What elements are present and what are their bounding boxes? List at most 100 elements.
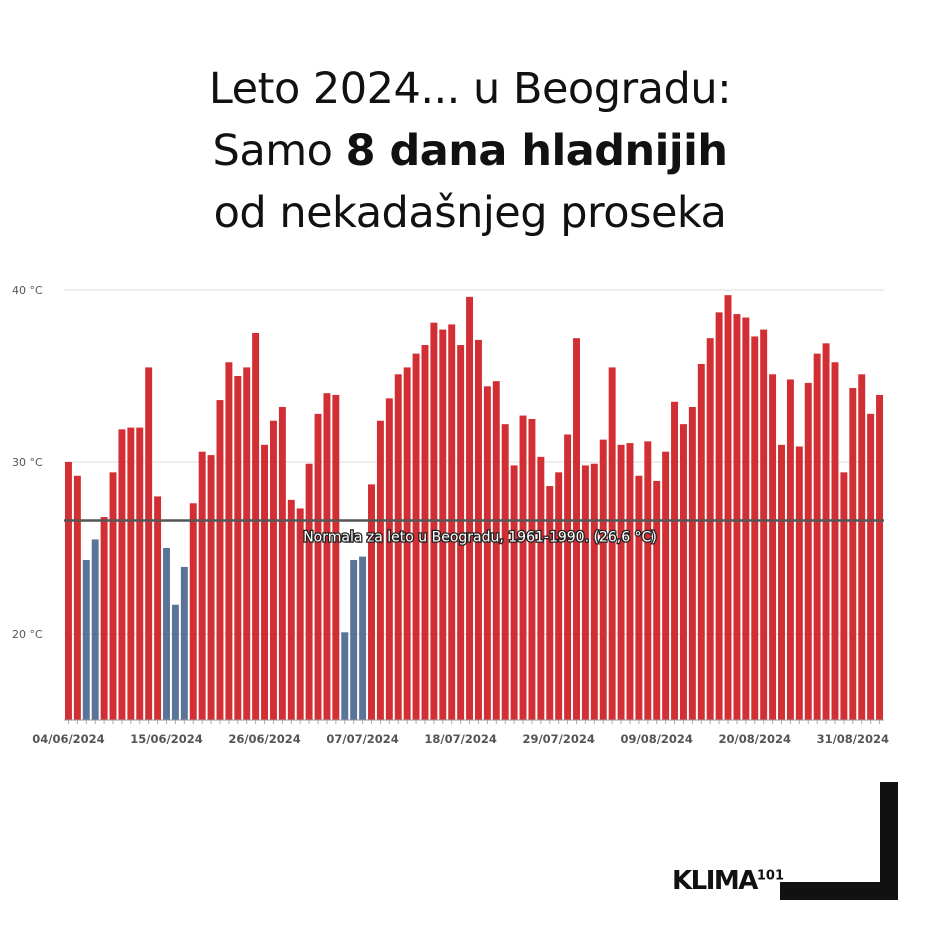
bar	[243, 367, 251, 720]
x-tick-label: 20/08/2024	[719, 732, 791, 746]
bar	[501, 424, 509, 720]
y-tick-label: 20 °C	[12, 628, 43, 641]
bar	[778, 444, 785, 720]
bar	[421, 345, 429, 720]
bar	[688, 406, 696, 720]
bar	[492, 381, 500, 720]
bar	[751, 336, 759, 720]
bar	[412, 353, 420, 720]
title-line-2: Samo 8 dana hladnijih	[0, 120, 940, 182]
x-tick-label: 04/06/2024	[32, 732, 104, 746]
temperature-bar-chart: 20 °C 30 °C 40 °C 04/06/2024 15/06/2024 26/06…	[12, 284, 889, 746]
y-tick-label: 30 °C	[12, 456, 43, 469]
bar	[269, 420, 277, 720]
bar	[287, 499, 295, 720]
brand-logo: KLIMA101	[672, 866, 784, 896]
bar	[207, 455, 215, 720]
bar	[581, 465, 589, 720]
bar	[234, 376, 242, 720]
bar	[537, 456, 545, 720]
bar	[786, 379, 794, 720]
bar	[626, 443, 634, 720]
bar	[350, 560, 358, 720]
x-tick-label: 09/08/2024	[621, 732, 693, 746]
chart-title: Leto 2024... u Beogradu: Samo 8 dana hla…	[0, 58, 940, 244]
brand-name: KLIMA	[672, 866, 758, 896]
bar	[332, 394, 340, 720]
bar	[385, 398, 393, 720]
bar	[368, 484, 375, 720]
bar	[653, 480, 661, 720]
title-line-3: od nekadašnjeg proseka	[213, 188, 727, 238]
bar	[127, 427, 135, 720]
corner-bracket-vertical	[880, 782, 898, 900]
bar	[599, 439, 607, 720]
x-tick-label: 15/06/2024	[130, 732, 202, 746]
bar	[617, 444, 625, 720]
bar	[510, 465, 518, 720]
bar	[483, 386, 491, 720]
bar	[261, 444, 269, 720]
bar	[555, 472, 563, 720]
x-tick-label: 07/07/2024	[326, 732, 398, 746]
bar	[679, 424, 687, 720]
bar	[171, 604, 179, 720]
bar	[564, 434, 572, 720]
bar	[662, 451, 670, 720]
bar	[804, 382, 812, 720]
x-tick-label: 18/07/2024	[424, 732, 496, 746]
bar	[448, 324, 456, 720]
bar	[198, 451, 206, 720]
bar	[795, 446, 803, 720]
bar	[466, 296, 474, 720]
bar	[644, 441, 652, 720]
x-tick-label: 31/08/2024	[817, 732, 889, 746]
bar	[278, 406, 286, 720]
bar	[296, 508, 304, 720]
bar	[546, 486, 554, 720]
bar	[840, 472, 848, 720]
bar	[403, 367, 411, 720]
title-line-1: Leto 2024... u Beogradu:	[208, 64, 732, 114]
bar	[822, 343, 830, 720]
bar	[706, 338, 714, 720]
bar	[118, 429, 126, 720]
bar	[608, 367, 616, 720]
bar	[697, 363, 705, 720]
bar	[73, 475, 81, 720]
bar	[760, 329, 768, 720]
bar	[359, 556, 367, 720]
y-tick-label: 40 °C	[12, 284, 43, 297]
bar	[180, 566, 188, 720]
bar	[724, 295, 732, 720]
bar	[457, 345, 465, 720]
bar	[439, 329, 447, 720]
bar	[100, 517, 108, 720]
title-line-2-prefix: Samo	[212, 126, 346, 176]
title-line-2-highlight: 8 dana hladnijih	[345, 126, 728, 176]
bar	[742, 317, 750, 720]
bar	[64, 462, 72, 720]
bar	[145, 367, 153, 720]
bar	[733, 314, 741, 720]
bar	[91, 539, 99, 720]
bar	[154, 496, 162, 720]
bar	[715, 312, 723, 720]
bar	[216, 400, 224, 720]
bar	[163, 548, 170, 720]
bar	[136, 427, 144, 720]
bar	[876, 394, 884, 720]
bar	[225, 362, 233, 720]
bar	[867, 413, 875, 720]
bar	[314, 413, 322, 720]
bar	[813, 353, 821, 720]
bar	[323, 393, 331, 720]
bar	[858, 374, 866, 720]
bar	[831, 362, 839, 720]
bar	[376, 420, 384, 720]
bar	[394, 374, 402, 720]
corner-bracket-horizontal	[780, 882, 898, 900]
bar	[635, 475, 643, 720]
x-tick-label: 29/07/2024	[522, 732, 594, 746]
bar	[305, 463, 313, 720]
